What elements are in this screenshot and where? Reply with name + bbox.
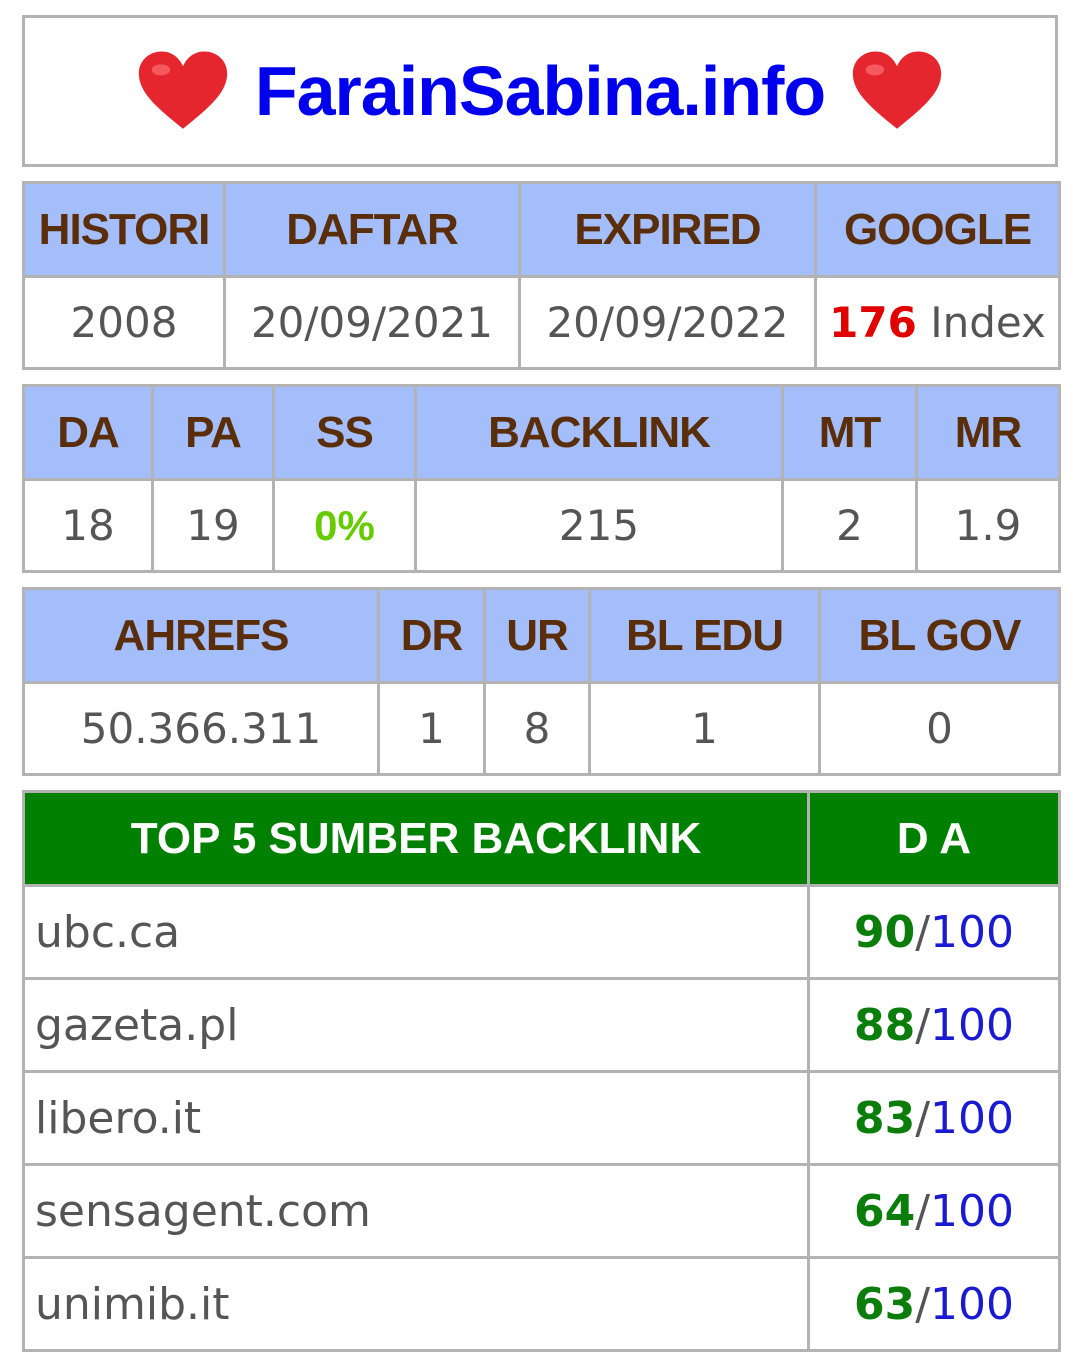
backlink-da: 88/100 bbox=[807, 977, 1061, 1073]
header-da: DA bbox=[22, 384, 154, 481]
top-backlinks-table: TOP 5 SUMBER BACKLINK D A ubc.ca 90/100 … bbox=[22, 790, 1061, 1352]
ahrefs-header-row: AHREFS DR UR BL EDU BL GOV bbox=[22, 587, 1061, 684]
domain-info-value-row: 2008 20/09/2021 20/09/2022 176 Index bbox=[22, 275, 1061, 370]
header-top-backlinks: TOP 5 SUMBER BACKLINK bbox=[22, 790, 810, 887]
da-value: 18 bbox=[22, 478, 154, 573]
da-max: 100 bbox=[930, 906, 1015, 958]
ahrefs-value: 50.366.311 bbox=[22, 681, 380, 776]
top-backlinks-header-row: TOP 5 SUMBER BACKLINK D A bbox=[22, 790, 1061, 887]
da-max: 100 bbox=[930, 999, 1015, 1051]
table-row: unimib.it 63/100 bbox=[22, 1256, 1061, 1352]
moz-metrics-table: DA PA SS BACKLINK MT MR 18 19 0% 215 2 1… bbox=[22, 384, 1061, 573]
backlink-site[interactable]: libero.it bbox=[22, 1070, 810, 1166]
da-separator: / bbox=[915, 1185, 931, 1237]
pa-value: 19 bbox=[151, 478, 275, 573]
header-pa: PA bbox=[151, 384, 275, 481]
page-container: FarainSabina.info HISTORI DAFTAR EXPIRED… bbox=[22, 15, 1061, 1352]
backlink-da: 63/100 bbox=[807, 1256, 1061, 1352]
header-ss: SS bbox=[272, 384, 417, 481]
ahrefs-value-row: 50.366.311 1 8 1 0 bbox=[22, 681, 1061, 776]
header-da-column: D A bbox=[807, 790, 1061, 887]
header-bl-edu: BL EDU bbox=[588, 587, 821, 684]
mr-value: 1.9 bbox=[915, 478, 1061, 573]
bl-edu-value: 1 bbox=[588, 681, 821, 776]
da-max: 100 bbox=[930, 1092, 1015, 1144]
backlink-da-value: 64 bbox=[853, 1185, 916, 1237]
ss-value-text: 0% bbox=[314, 502, 375, 549]
site-title-box: FarainSabina.info bbox=[22, 15, 1058, 167]
heart-icon bbox=[138, 51, 228, 129]
mt-value: 2 bbox=[781, 478, 918, 573]
expired-value: 20/09/2022 bbox=[518, 275, 817, 370]
backlink-da: 90/100 bbox=[807, 884, 1061, 980]
da-separator: / bbox=[915, 1092, 931, 1144]
daftar-value: 20/09/2021 bbox=[223, 275, 521, 370]
da-separator: / bbox=[915, 1278, 931, 1330]
ur-value: 8 bbox=[483, 681, 591, 776]
backlink-da-value: 83 bbox=[853, 1092, 916, 1144]
da-separator: / bbox=[915, 906, 931, 958]
table-row: ubc.ca 90/100 bbox=[22, 884, 1061, 980]
moz-value-row: 18 19 0% 215 2 1.9 bbox=[22, 478, 1061, 573]
dr-value: 1 bbox=[377, 681, 486, 776]
header-dr: DR bbox=[377, 587, 486, 684]
backlink-da-value: 63 bbox=[853, 1278, 916, 1330]
backlink-site[interactable]: ubc.ca bbox=[22, 884, 810, 980]
backlink-da-value: 88 bbox=[853, 999, 916, 1051]
header-mt: MT bbox=[781, 384, 918, 481]
da-max: 100 bbox=[930, 1278, 1015, 1330]
header-mr: MR bbox=[915, 384, 1061, 481]
domain-info-table: HISTORI DAFTAR EXPIRED GOOGLE 2008 20/09… bbox=[22, 181, 1061, 370]
ahrefs-metrics-table: AHREFS DR UR BL EDU BL GOV 50.366.311 1 … bbox=[22, 587, 1061, 776]
backlink-site[interactable]: unimib.it bbox=[22, 1256, 810, 1352]
da-max: 100 bbox=[930, 1185, 1015, 1237]
table-row: gazeta.pl 88/100 bbox=[22, 977, 1061, 1073]
header-histori: HISTORI bbox=[22, 181, 226, 278]
backlink-da: 64/100 bbox=[807, 1163, 1061, 1259]
header-daftar: DAFTAR bbox=[223, 181, 521, 278]
header-ur: UR bbox=[483, 587, 591, 684]
backlink-site[interactable]: sensagent.com bbox=[22, 1163, 810, 1259]
ss-value: 0% bbox=[272, 478, 417, 573]
table-row: libero.it 83/100 bbox=[22, 1070, 1061, 1166]
da-separator: / bbox=[915, 999, 931, 1051]
moz-header-row: DA PA SS BACKLINK MT MR bbox=[22, 384, 1061, 481]
header-bl-gov: BL GOV bbox=[818, 587, 1061, 684]
domain-info-header-row: HISTORI DAFTAR EXPIRED GOOGLE bbox=[22, 181, 1061, 278]
bl-gov-value: 0 bbox=[818, 681, 1061, 776]
table-row: sensagent.com 64/100 bbox=[22, 1163, 1061, 1259]
google-index-suffix: Index bbox=[916, 298, 1046, 347]
header-backlink: BACKLINK bbox=[414, 384, 784, 481]
header-expired: EXPIRED bbox=[518, 181, 817, 278]
backlink-site[interactable]: gazeta.pl bbox=[22, 977, 810, 1073]
google-index-value: 176 Index bbox=[814, 275, 1061, 370]
google-index-count: 176 bbox=[829, 298, 917, 347]
backlink-da: 83/100 bbox=[807, 1070, 1061, 1166]
backlink-da-value: 90 bbox=[853, 906, 916, 958]
backlink-value: 215 bbox=[414, 478, 784, 573]
histori-value: 2008 bbox=[22, 275, 226, 370]
header-ahrefs: AHREFS bbox=[22, 587, 380, 684]
heart-icon bbox=[852, 51, 942, 129]
site-title[interactable]: FarainSabina.info bbox=[254, 52, 826, 130]
header-google: GOOGLE bbox=[814, 181, 1061, 278]
